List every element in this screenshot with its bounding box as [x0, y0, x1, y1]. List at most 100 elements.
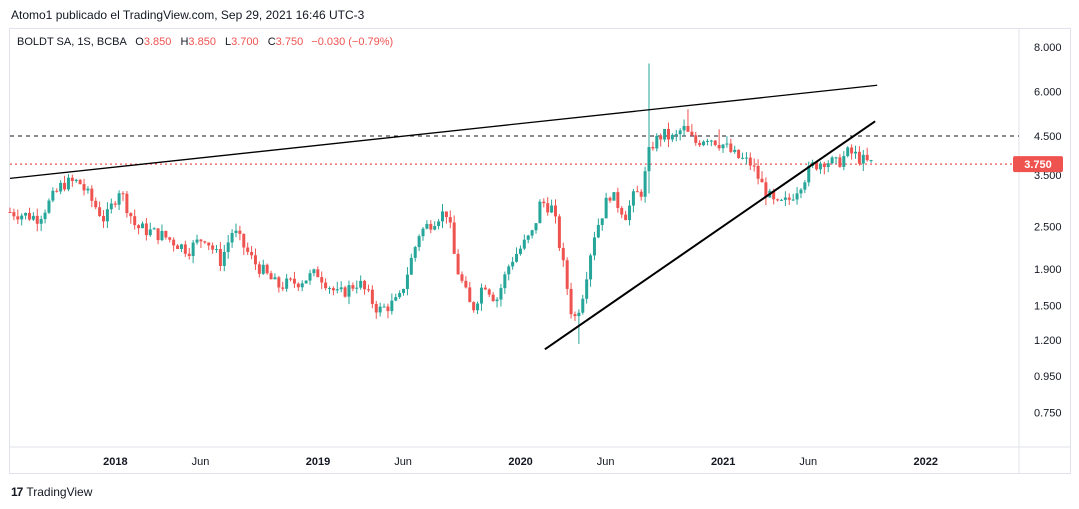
candle-body — [70, 177, 74, 182]
candle-body — [20, 215, 24, 220]
price-tick-label: 1.900 — [1034, 264, 1062, 276]
time-tick-label: 2019 — [306, 456, 330, 468]
candle-body — [59, 182, 63, 192]
candle-body — [405, 274, 409, 290]
candle-body — [495, 299, 499, 302]
candle-body — [437, 221, 441, 227]
candle-body — [250, 251, 254, 256]
time-tick-label: 2020 — [508, 456, 532, 468]
candle-body — [125, 193, 129, 214]
candle-body — [787, 197, 791, 200]
candle-body — [226, 242, 230, 252]
candle-body — [191, 242, 195, 257]
low-value: 3.700 — [231, 36, 259, 48]
candle-body — [756, 165, 760, 179]
price-tick-label: 0.750 — [1034, 408, 1062, 420]
candle-body — [779, 199, 783, 201]
candle-body — [534, 223, 538, 231]
candle-body — [300, 283, 304, 288]
candle-body — [507, 266, 511, 275]
candle-body — [246, 247, 250, 252]
candle-body — [838, 157, 842, 167]
candle-body — [179, 244, 183, 249]
candle-body — [713, 140, 717, 145]
candle-body — [604, 197, 608, 219]
candle-body — [257, 264, 261, 274]
close-value: 3.750 — [275, 36, 304, 48]
candle-body — [47, 200, 51, 213]
candle-body — [546, 203, 550, 213]
time-tick-label: Jun — [799, 456, 817, 468]
candle-body — [183, 244, 187, 254]
candle-body — [137, 225, 141, 229]
candle-body — [417, 236, 421, 248]
time-tick-label: 2022 — [914, 456, 938, 468]
candle-body — [74, 179, 78, 182]
candle-body — [857, 151, 861, 164]
candle-body — [865, 154, 869, 161]
candle-body — [347, 285, 351, 297]
candle-body — [807, 165, 811, 183]
price-tick-label: 8.000 — [1034, 42, 1062, 54]
candle-body — [292, 278, 296, 284]
candle-body — [398, 293, 402, 298]
candle-body — [772, 190, 776, 200]
candle-body — [222, 251, 226, 266]
candle-body — [296, 283, 300, 288]
price-tick-label: 2.500 — [1034, 222, 1062, 234]
candle-body — [854, 151, 858, 154]
candle-body — [335, 289, 339, 291]
candle-body — [565, 260, 569, 289]
last-price-tag — [1013, 156, 1063, 173]
candle-body — [655, 135, 659, 149]
candle-body — [121, 193, 125, 195]
candle-body — [8, 212, 12, 214]
candle-body — [43, 212, 47, 220]
candle-body — [429, 223, 433, 230]
change-value: −0.030 (−0.79%) — [311, 36, 394, 48]
candle-body — [324, 282, 328, 289]
candle-body — [460, 274, 464, 281]
chart-frame — [9, 28, 1071, 474]
candle-body — [289, 278, 293, 280]
candle-body — [98, 207, 102, 216]
candle-body — [573, 314, 577, 317]
candle-body — [511, 261, 515, 267]
candle-body — [86, 188, 90, 191]
candle-body — [27, 212, 31, 220]
candle-body — [550, 205, 554, 213]
candle-body — [265, 264, 269, 274]
candle-body — [66, 177, 70, 190]
candle-body — [320, 277, 324, 283]
symbol-name[interactable]: BOLDT SA, 1S, BCBA — [17, 36, 127, 48]
candle-body — [234, 230, 238, 234]
candle-body — [394, 297, 398, 301]
candle-body — [433, 226, 437, 230]
candle-body — [35, 215, 39, 224]
candle-body — [472, 302, 476, 311]
candle-body — [374, 303, 378, 313]
candle-body — [269, 273, 273, 280]
candle-body — [733, 149, 737, 152]
candle-body — [160, 230, 164, 241]
candle-body — [176, 245, 180, 249]
candle-body — [639, 191, 643, 197]
candle-body — [776, 199, 780, 201]
candle-body — [12, 212, 16, 217]
low-label: L — [225, 36, 232, 48]
candle-body — [795, 193, 799, 200]
footer-brand[interactable]: 17 TradingView — [11, 485, 92, 499]
candle-body — [647, 146, 651, 172]
candle-body — [261, 264, 265, 274]
candle-body — [589, 255, 593, 280]
high-value: 3.850 — [188, 36, 216, 48]
candle-body — [187, 253, 191, 257]
candle-body — [659, 135, 663, 140]
candle-body — [195, 239, 199, 243]
candle-body — [164, 230, 168, 238]
candle-body — [105, 209, 109, 222]
candle-body — [168, 237, 172, 240]
candle-body — [386, 306, 390, 312]
candle-body — [487, 289, 491, 295]
